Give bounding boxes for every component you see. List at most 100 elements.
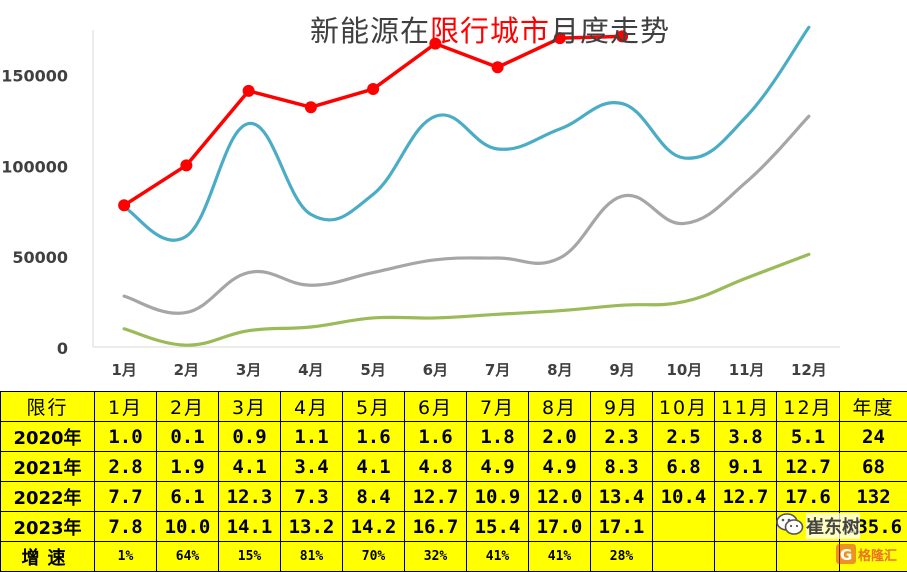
table-cell: 41%	[529, 542, 591, 572]
table-cell: 17.1	[591, 512, 653, 542]
table-header-cell: 9月	[591, 392, 653, 422]
table-cell: 12.7	[405, 482, 467, 512]
table-cell	[715, 542, 777, 572]
table-header-cell: 6月	[405, 392, 467, 422]
table-cell: 2.5	[653, 422, 715, 452]
svg-text:格隆汇: 格隆汇	[858, 548, 897, 564]
x-tick-label: 12月	[791, 361, 827, 379]
table-cell: 3.8	[715, 422, 777, 452]
table-cell: 6.8	[653, 452, 715, 482]
table-header-cell: 1月	[95, 392, 157, 422]
table-cell: 4.9	[529, 452, 591, 482]
table-cell: 1.6	[343, 422, 405, 452]
table-cell: 4.8	[405, 452, 467, 482]
table-row-label: 2020年	[1, 422, 95, 452]
series-line-4	[124, 36, 622, 205]
table-cell: 2.3	[591, 422, 653, 452]
table-cell: 17.6	[777, 482, 840, 512]
table-header-cell: 11月	[715, 392, 777, 422]
table-cell: 4.1	[219, 452, 281, 482]
x-tick-label: 11月	[729, 361, 765, 379]
x-tick-label: 5月	[360, 361, 385, 379]
y-tick-label: 0	[57, 339, 68, 358]
table-cell	[715, 512, 777, 542]
data-point	[305, 101, 317, 113]
table-cell: 10.4	[653, 482, 715, 512]
table-header-cell: 12月	[777, 392, 840, 422]
table-cell: 7.3	[281, 482, 343, 512]
series-line-2	[124, 116, 809, 313]
table-row-label: 2023年	[1, 512, 95, 542]
watermark-logo: G 格隆汇	[836, 543, 904, 565]
table-cell: 16.7	[405, 512, 467, 542]
table-cell: 5.1	[777, 422, 840, 452]
x-tick-label: 6月	[423, 361, 448, 379]
x-tick-label: 7月	[485, 361, 510, 379]
table-cell: 1.0	[95, 422, 157, 452]
table-cell: 24	[840, 422, 907, 452]
table-cell: 1.8	[467, 422, 529, 452]
table-cell: 32%	[405, 542, 467, 572]
y-tick-label: 150000	[1, 67, 68, 86]
table-cell	[653, 512, 715, 542]
table-cell: 1.1	[281, 422, 343, 452]
table-cell: 132	[840, 482, 907, 512]
data-point	[492, 61, 504, 73]
table-cell: 70%	[343, 542, 405, 572]
series-line-3	[124, 27, 809, 240]
y-tick-label: 50000	[12, 248, 68, 267]
table-row-label: 增速	[1, 542, 95, 572]
table-row-label: 2021年	[1, 452, 95, 482]
table-cell: 12.3	[219, 482, 281, 512]
table-cell: 12.7	[715, 482, 777, 512]
watermark: 崔东树 G 格隆汇	[776, 510, 907, 570]
svg-text:G: G	[840, 546, 852, 564]
table-row-label: 2022年	[1, 482, 95, 512]
title-part-3: 月度走势	[550, 14, 670, 48]
table-cell: 3.4	[281, 452, 343, 482]
table-cell: 0.9	[219, 422, 281, 452]
table-cell: 7.8	[95, 512, 157, 542]
table-header-cell: 2月	[157, 392, 219, 422]
table-cell: 41%	[467, 542, 529, 572]
table-cell: 12.0	[529, 482, 591, 512]
data-point	[118, 199, 130, 211]
table-cell: 13.4	[591, 482, 653, 512]
table-cell: 15.4	[467, 512, 529, 542]
table-cell: 64%	[157, 542, 219, 572]
table-cell: 1.6	[405, 422, 467, 452]
title-part-1: 新能源在	[310, 14, 430, 48]
x-tick-label: 8月	[547, 361, 572, 379]
table-header-cell: 年度	[840, 392, 907, 422]
table-cell: 14.1	[219, 512, 281, 542]
table-header-cell: 限行	[1, 392, 95, 422]
table-cell: 1%	[95, 542, 157, 572]
table-cell: 4.1	[343, 452, 405, 482]
table-cell: 8.3	[591, 452, 653, 482]
table-cell: 8.4	[343, 482, 405, 512]
table-cell: 4.9	[467, 452, 529, 482]
table-cell: 12.7	[777, 452, 840, 482]
table-cell: 15%	[219, 542, 281, 572]
watermark-author: 崔东树	[806, 513, 860, 539]
table-cell: 2.0	[529, 422, 591, 452]
table-cell: 6.1	[157, 482, 219, 512]
table-header-cell: 10月	[653, 392, 715, 422]
table-cell: 81%	[281, 542, 343, 572]
table-cell: 10.0	[157, 512, 219, 542]
x-tick-label: 2月	[174, 361, 199, 379]
table-cell: 9.1	[715, 452, 777, 482]
chart-title: 新能源在限行城市月度走势	[0, 8, 907, 50]
table-header-cell: 7月	[467, 392, 529, 422]
table-header-cell: 8月	[529, 392, 591, 422]
table-cell: 0.1	[157, 422, 219, 452]
table-cell: 28%	[591, 542, 653, 572]
table-cell: 10.9	[467, 482, 529, 512]
table-cell: 14.2	[343, 512, 405, 542]
data-point	[180, 159, 192, 171]
